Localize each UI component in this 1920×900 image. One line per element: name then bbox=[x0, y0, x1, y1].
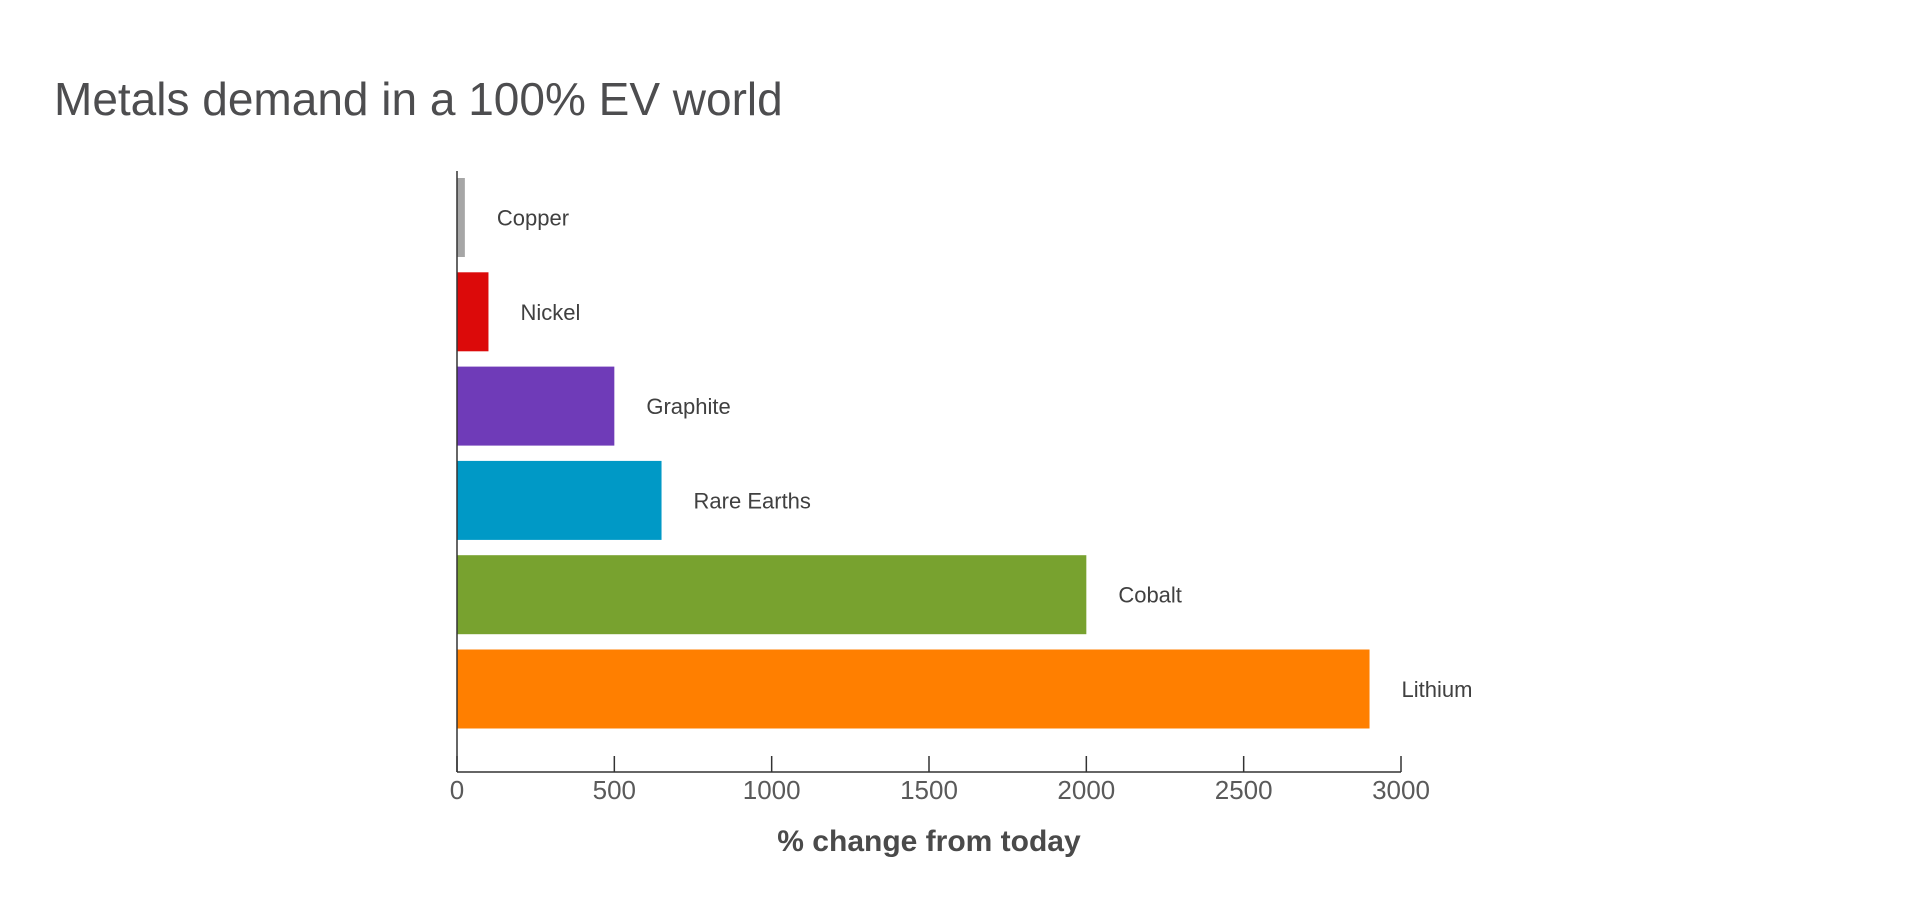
bar-label-graphite: Graphite bbox=[646, 394, 730, 419]
bar-copper bbox=[457, 178, 465, 257]
x-axis-title: % change from today bbox=[777, 825, 1081, 858]
x-tick-label: 1500 bbox=[900, 775, 958, 805]
bar-label-lithium: Lithium bbox=[1402, 677, 1473, 702]
x-tick-label: 1000 bbox=[743, 775, 801, 805]
bar-label-nickel: Nickel bbox=[520, 300, 580, 325]
bar-lithium bbox=[457, 649, 1370, 729]
x-tick-label: 3000 bbox=[1372, 775, 1430, 805]
x-tick-label: 2000 bbox=[1057, 775, 1115, 805]
chart-title: Metals demand in a 100% EV world bbox=[54, 73, 783, 125]
x-tick-label: 500 bbox=[593, 775, 636, 805]
x-axis-ticks: 0 500 1000 1500 2000 2500 3000 bbox=[450, 756, 1430, 805]
bars bbox=[457, 178, 1370, 729]
bar-labels: Copper Nickel Graphite Rare Earths Cobalt Lit… bbox=[497, 206, 1473, 703]
bar-cobalt bbox=[457, 555, 1087, 635]
bar-graphite bbox=[457, 366, 615, 446]
x-tick-label: 2500 bbox=[1215, 775, 1273, 805]
bar-label-cobalt: Cobalt bbox=[1118, 583, 1182, 608]
bar-label-copper: Copper bbox=[497, 206, 569, 231]
bar-rare-earths bbox=[457, 460, 662, 540]
bar-label-rare-earths: Rare Earths bbox=[694, 488, 811, 513]
x-tick-label: 0 bbox=[450, 775, 464, 805]
bar-nickel bbox=[457, 272, 489, 352]
